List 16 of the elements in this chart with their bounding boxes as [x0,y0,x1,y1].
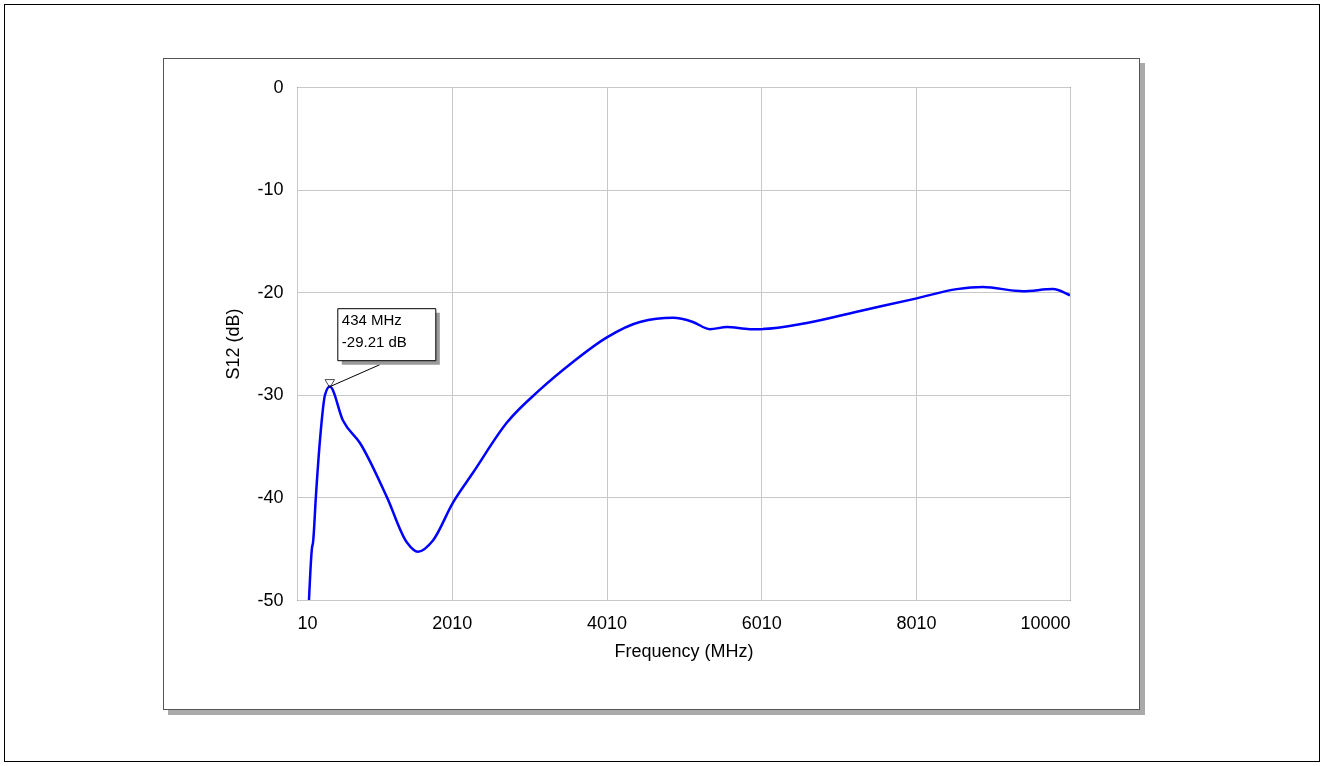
x-tick-label: 8010 [896,612,937,633]
y-tick-label: -10 [257,179,284,200]
y-tick-label: -40 [257,486,284,507]
x-tick-label: 2010 [432,612,473,633]
x-tick-label: 10 [297,612,318,633]
y-tick-label: -20 [257,281,284,302]
y-tick-label: -30 [257,384,284,405]
y-tick-label: -50 [257,589,284,610]
line-series [307,285,1070,600]
x-axis-title: Frequency (MHz) [614,640,754,661]
y-tick-label: 0 [273,76,284,97]
y-axis-title: S12 (dB) [223,308,244,380]
annotation: 434 MHz -29.21 dB [341,310,407,350]
x-tick-label: 4010 [586,612,628,633]
x-tick-label: 10000 [1020,612,1071,633]
x-tick-label: 6010 [741,612,782,633]
